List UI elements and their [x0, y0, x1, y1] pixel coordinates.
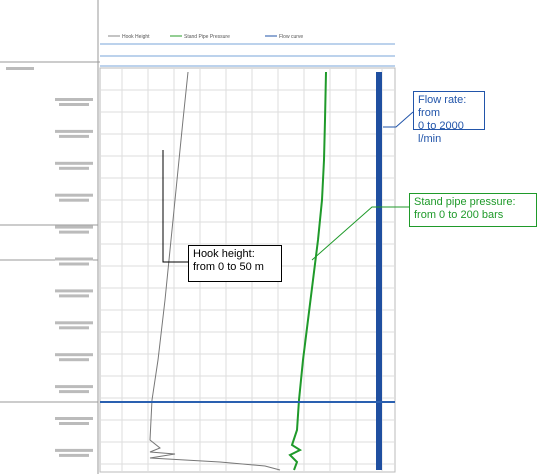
time-labels: [6, 67, 93, 457]
blurred-label: [59, 230, 89, 234]
legend-label: Hook Height: [122, 34, 150, 40]
blurred-label: [55, 417, 93, 420]
blurred-label: [55, 193, 93, 197]
blurred-label: [55, 385, 93, 389]
blurred-label: [55, 257, 93, 261]
blurred-label: [55, 289, 93, 293]
note-line: from 0 to 200 bars: [414, 209, 504, 221]
hook-height-curve: [149, 71, 281, 471]
flow-rate-note: Flow rate: from 0 to 2000 l/min: [413, 91, 485, 145]
blurred-label: [55, 321, 93, 325]
leaders: [162, 111, 414, 263]
blurred-label: [59, 198, 89, 202]
blurred-label: [55, 129, 93, 133]
blurred-label: [59, 134, 89, 138]
stand-pipe-curve: [288, 71, 327, 471]
stand-pipe-note: Stand pipe pressure: from 0 to 200 bars: [409, 193, 537, 227]
blurred-label: [59, 103, 89, 106]
blurred-label: [59, 453, 89, 457]
note-line: Hook height:: [193, 248, 255, 260]
blurred-label: [55, 353, 93, 357]
blurred-label: [59, 294, 89, 298]
blurred-label: [59, 262, 89, 266]
legend-label: Flow curve: [279, 34, 303, 40]
blurred-label: [55, 161, 93, 165]
legend-label: Stand Pipe Pressure: [184, 34, 230, 40]
blurred-label: [55, 98, 93, 101]
note-line: Flow rate: from: [418, 94, 467, 119]
blurred-label: [6, 67, 34, 70]
hook-height-note: Hook height: from 0 to 50 m: [188, 245, 282, 282]
note-line: from 0 to 50 m: [193, 261, 264, 273]
note-line: Stand pipe pressure:: [414, 196, 516, 208]
blurred-label: [59, 422, 89, 425]
blurred-label: [59, 390, 89, 394]
blurred-label: [59, 166, 89, 170]
blurred-label: [55, 225, 93, 229]
note-line: 0 to 2000 l/min: [418, 120, 464, 145]
blurred-label: [59, 326, 89, 330]
blurred-label: [55, 448, 93, 452]
blurred-label: [59, 358, 89, 362]
frame: [0, 0, 396, 474]
